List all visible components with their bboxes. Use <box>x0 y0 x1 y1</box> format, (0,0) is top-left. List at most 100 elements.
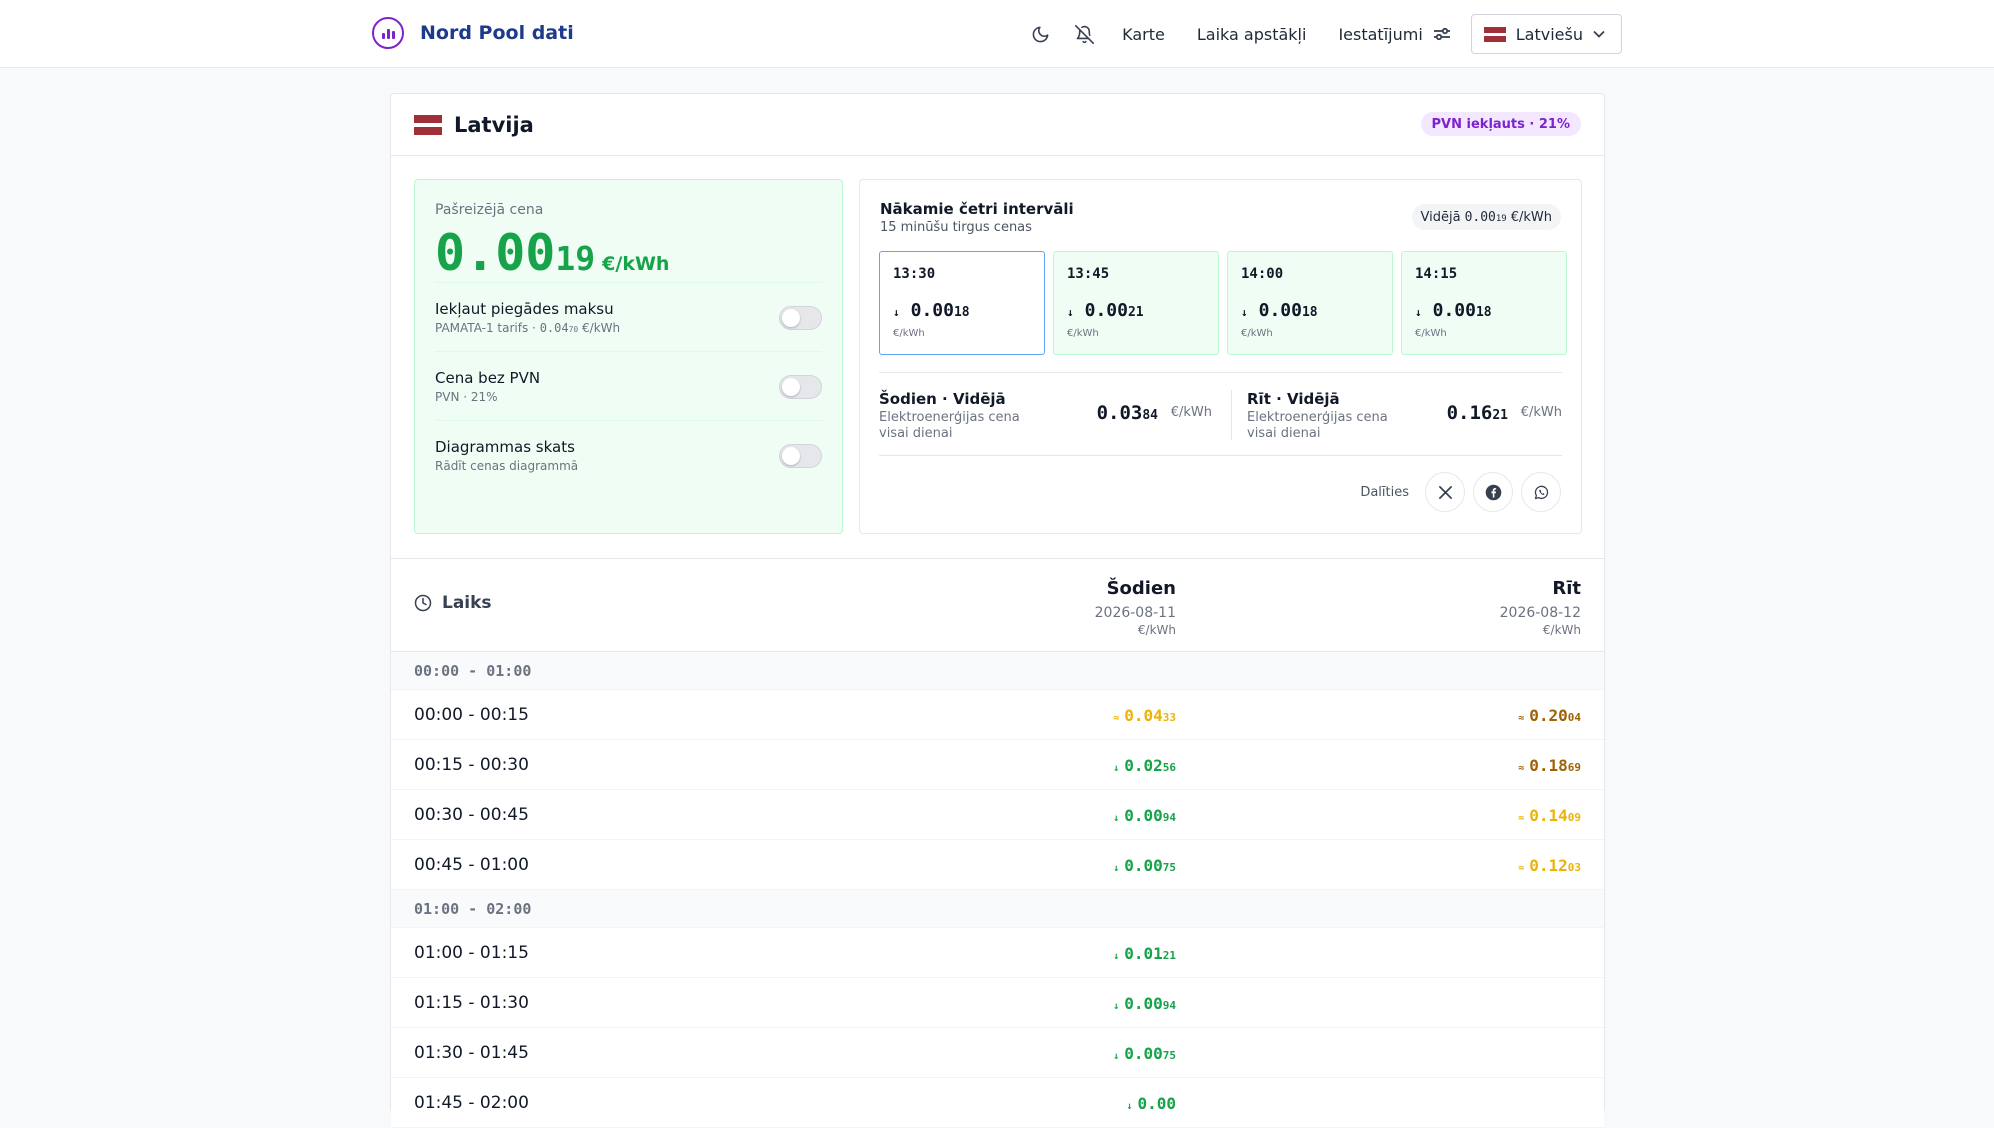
today-price: ↓ 0.00 94 <box>1113 994 1176 1013</box>
tile-price-main: 0.00 <box>1258 300 1302 321</box>
chevron-down-icon <box>1593 30 1605 38</box>
average-fraction: 19 <box>1495 213 1507 224</box>
tariff-price-fraction: 70 <box>568 325 579 334</box>
arrow-down-icon: ↓ <box>1113 763 1120 774</box>
today-price: ↓ 0.00 75 <box>1113 856 1176 875</box>
arrow-down-icon: ↓ <box>1241 306 1248 319</box>
nav-link-map[interactable]: Karte <box>1122 24 1165 44</box>
toggle-subtitle: PVN · 21% <box>435 390 498 404</box>
brand[interactable]: Nord Pool dati <box>372 17 574 49</box>
row-time: 01:00 - 01:15 <box>414 943 529 963</box>
country-card: Latvija PVN iekļauts · 21% Pašreizējā ce… <box>390 93 1605 1128</box>
table-row: 00:45 - 01:00 ↓ 0.00 75 ≈0.12 03 <box>391 840 1604 890</box>
tomorrow-day: Rīt <box>1552 578 1581 599</box>
sliders-icon <box>1433 27 1450 41</box>
price-main: 0.01 <box>1124 944 1163 963</box>
toggle-row-delivery-fee: Iekļaut piegādes maksu PAMATA-1 tarifs ·… <box>435 282 822 351</box>
tariff-label: PAMATA-1 tarifs · <box>435 321 540 335</box>
arrow-down-icon: ↓ <box>893 306 900 319</box>
share-facebook-button[interactable] <box>1473 472 1513 512</box>
price-main: 0.18 <box>1529 756 1568 775</box>
tile-price-main: 0.00 <box>1084 300 1128 321</box>
row-time: 01:30 - 01:45 <box>414 1043 529 1063</box>
tile-price-fraction: 18 <box>1475 305 1492 320</box>
no-vat-switch[interactable] <box>779 375 822 399</box>
language-select[interactable]: Latviešu <box>1470 14 1622 54</box>
today-price: ≈0.04 33 <box>1113 706 1176 725</box>
table-row: 00:15 - 00:30 ↓ 0.02 56 ≈0.18 69 <box>391 740 1604 790</box>
price-table-header: Laiks Šodien 2026-08-11 €/kWh Rīt 2026-0… <box>391 558 1604 652</box>
toggle-title: Diagrammas skats <box>435 438 575 456</box>
clock-icon <box>414 594 432 612</box>
price-fraction: 09 <box>1567 811 1581 824</box>
interval-tile[interactable]: 14:00 ↓ 0.00 18 €/kWh <box>1227 251 1393 355</box>
time-column-header: Laiks <box>414 593 492 613</box>
toggle-row-no-vat: Cena bez PVN PVN · 21% <box>435 351 822 420</box>
table-row: 01:45 - 02:00 ↓ 0.00 <box>391 1078 1604 1128</box>
price-main: 0.00 <box>1124 1044 1163 1063</box>
notifications-toggle[interactable] <box>1062 14 1106 54</box>
moon-icon <box>1032 26 1049 42</box>
price-fraction: 75 <box>1162 861 1176 874</box>
today-column-header: Šodien 2026-08-11 €/kWh <box>1095 578 1176 637</box>
facebook-icon <box>1485 484 1501 500</box>
interval-tiles: 13:30 ↓ 0.00 18 €/kWh 13:45 ↓ 0.00 21 €/kWh … <box>879 251 1567 355</box>
toggle-subtitle: PAMATA-1 tarifs · 0.0470 €/kWh <box>435 321 822 335</box>
tile-price-fraction: 18 <box>953 305 970 320</box>
arrow-down-icon: ↓ <box>1113 1001 1120 1012</box>
next-intervals-panel: Nākamie četri intervāli 15 minūšu tirgus… <box>859 179 1582 534</box>
tile-time: 14:15 <box>1415 266 1458 282</box>
tile-unit: €/kWh <box>893 328 925 339</box>
hour-group-header: 00:00 - 01:00 <box>391 652 1604 690</box>
price-fraction: 69 <box>1567 761 1581 774</box>
delivery-fee-switch[interactable] <box>779 306 822 330</box>
tile-price-fraction: 18 <box>1301 305 1318 320</box>
arrow-down-icon: ↓ <box>1113 813 1120 824</box>
current-price: 0.00 19 €/kWh <box>435 224 822 282</box>
tomorrow-price: ≈0.18 69 <box>1518 756 1581 775</box>
table-row: 00:00 - 00:15 ≈0.04 33 ≈0.20 04 <box>391 690 1604 740</box>
price-table-body: 00:00 - 01:00 00:00 - 00:15 ≈0.04 33 ≈0.2… <box>391 652 1604 1128</box>
share-whatsapp-button[interactable] <box>1521 472 1561 512</box>
nav-link-settings[interactable]: Iestatījumi <box>1322 14 1466 54</box>
toggle-title: Cena bez PVN <box>435 369 541 387</box>
nav-link-weather[interactable]: Laika apstākļi <box>1196 24 1307 44</box>
tile-price: ↓ 0.00 21 <box>1067 300 1144 321</box>
share-x-button[interactable] <box>1425 472 1465 512</box>
interval-tile[interactable]: 13:30 ↓ 0.00 18 €/kWh <box>879 251 1045 355</box>
tomorrow-price: ≈0.14 09 <box>1518 806 1581 825</box>
intervals-average-badge: Vidējā 0.0019 €/kWh <box>1411 204 1561 230</box>
app-title: Nord Pool dati <box>420 22 574 44</box>
approx-icon: ≈ <box>1518 713 1525 724</box>
price-main: 0.00 <box>1137 1094 1176 1113</box>
language-label: Latviešu <box>1515 24 1583 44</box>
share-bar: Dalīties <box>1360 472 1561 512</box>
dark-mode-toggle[interactable] <box>1018 14 1062 54</box>
tile-price-main: 0.00 <box>910 300 954 321</box>
interval-tile[interactable]: 13:45 ↓ 0.00 21 €/kWh <box>1053 251 1219 355</box>
current-price-main: 0.00 <box>435 224 556 282</box>
price-fraction: 94 <box>1162 811 1176 824</box>
country-heading: Latvija <box>414 113 534 137</box>
row-time: 01:15 - 01:30 <box>414 993 529 1013</box>
row-time: 00:15 - 00:30 <box>414 755 529 775</box>
tile-time: 14:00 <box>1241 266 1284 282</box>
interval-tile[interactable]: 14:15 ↓ 0.00 18 €/kWh <box>1401 251 1567 355</box>
chart-view-switch[interactable] <box>779 444 822 468</box>
current-price-panel: Pašreizējā cena 0.00 19 €/kWh Iekļaut pi… <box>414 179 843 534</box>
tomorrow-date: 2026-08-12 <box>1499 605 1581 621</box>
table-row: 00:30 - 00:45 ↓ 0.00 94 ≈0.14 09 <box>391 790 1604 840</box>
average-value: 0.0019 <box>1465 210 1507 225</box>
today-average-unit: €/kWh <box>1170 405 1212 420</box>
price-fraction: 56 <box>1162 761 1176 774</box>
price-main: 0.14 <box>1529 806 1568 825</box>
tile-time: 13:45 <box>1067 266 1110 282</box>
today-average-value: 0.03 84 <box>1097 402 1158 424</box>
arrow-down-icon: ↓ <box>1126 1101 1133 1112</box>
average-label: Vidējā <box>1420 209 1461 225</box>
today-unit: €/kWh <box>1137 623 1176 637</box>
today-price: ↓ 0.00 75 <box>1113 1044 1176 1063</box>
tomorrow-price: ≈0.12 03 <box>1518 856 1581 875</box>
row-time: 00:30 - 00:45 <box>414 805 529 825</box>
today-price: ↓ 0.00 <box>1126 1094 1176 1113</box>
